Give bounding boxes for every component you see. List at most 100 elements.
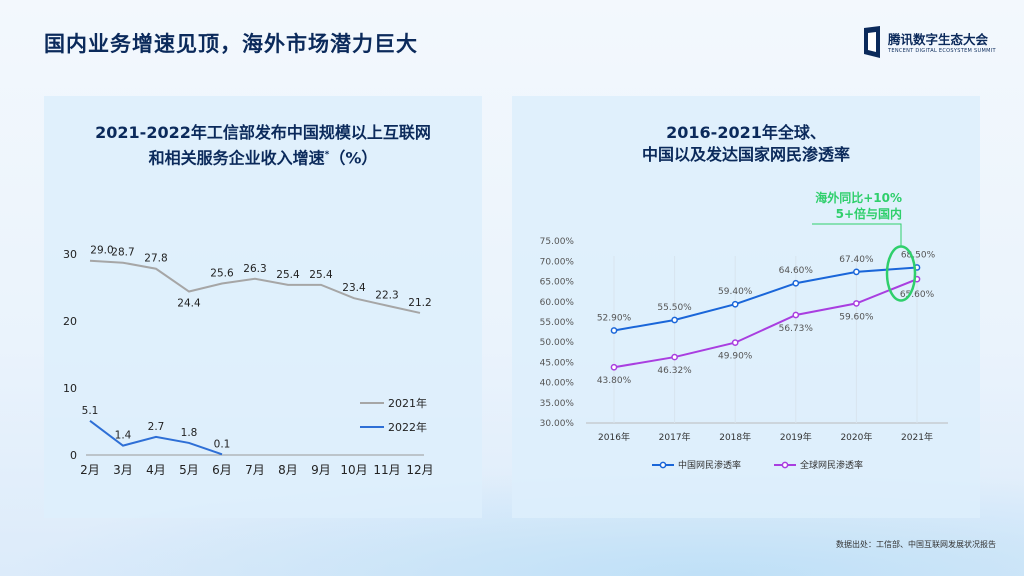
- footnote-mark: *: [324, 150, 330, 160]
- annotation-line1: 海外同比+10%: [815, 190, 902, 205]
- y-tick-label: 35.00%: [540, 399, 575, 409]
- data-label: 55.50%: [657, 303, 692, 313]
- x-tick-label: 2021年: [901, 431, 933, 443]
- revenue-chart-title-text: 和相关服务企业收入增速: [148, 148, 325, 168]
- data-label: 21.2: [408, 297, 431, 309]
- data-label: 67.40%: [839, 255, 874, 265]
- y-tick-label: 20: [63, 315, 77, 328]
- annotation-line2: 5+倍与国内: [836, 206, 902, 221]
- logo-text: 腾讯数字生态大会: [888, 32, 989, 47]
- x-tick-label: 12月: [406, 463, 433, 477]
- data-label: 29.0: [90, 245, 113, 257]
- logo-mark-icon: [864, 26, 880, 58]
- y-tick-label: 50.00%: [540, 338, 575, 348]
- data-label: 22.3: [375, 290, 398, 302]
- penetration-chart: 30.00% 35.00% 40.00% 45.00% 50.00% 55.00% 60.0…: [540, 190, 948, 471]
- x-tick-label: 3月: [113, 463, 133, 477]
- china-penetration-line: [613, 266, 918, 332]
- x-tick-label: 7月: [245, 463, 265, 477]
- x-tick-label: 2017年: [659, 431, 691, 443]
- data-label: 59.60%: [839, 312, 874, 322]
- data-label: 59.40%: [718, 287, 753, 297]
- data-label: 52.90%: [597, 313, 632, 323]
- unit-label: （%）: [329, 148, 378, 168]
- y-tick-label: 40.00%: [540, 379, 575, 389]
- x-tick-label: 9月: [311, 463, 331, 477]
- x-tick-label: 2020年: [840, 431, 872, 443]
- logo-subtitle: TENCENT DIGITAL ECOSYSTEM SUMMIT: [888, 48, 996, 54]
- data-label: 23.4: [342, 282, 366, 294]
- x-tick-label: 10月: [340, 463, 367, 477]
- revenue-growth-chart: 0 10 20 30 2月 3月 4月 5月 6月 7月 8月 9月 10月 11月 12月 29.028.7…: [63, 245, 434, 477]
- global-point: [853, 300, 860, 307]
- legend-global-marker: [781, 461, 789, 469]
- x-tick-label: 2018年: [719, 431, 751, 443]
- penetration-chart-title-line2: 中国以及发达国家网民渗透率: [641, 145, 850, 164]
- x-tick-label: 6月: [212, 463, 232, 477]
- x-tick-label: 5月: [179, 463, 199, 477]
- data-label: 1.4: [115, 430, 132, 442]
- x-tick-label: 2019年: [780, 431, 812, 443]
- penetration-panel: 2016-2021年全球、 中国以及发达国家网民渗透率 30.00% 35.00%…: [512, 96, 980, 518]
- global-point: [610, 363, 618, 371]
- data-label: 43.80%: [597, 376, 632, 386]
- data-label: 27.8: [144, 253, 167, 265]
- global-point: [792, 311, 800, 319]
- y-tick-label: 70.00%: [540, 257, 575, 267]
- data-label: 49.90%: [718, 352, 753, 362]
- data-label: 25.4: [309, 269, 333, 281]
- data-label: 5.1: [82, 405, 99, 417]
- callout-line: [812, 223, 902, 247]
- logo: 腾讯数字生态大会 TENCENT DIGITAL ECOSYSTEM SUMMI…: [860, 24, 1000, 64]
- legend-china-label: 中国网民渗透率: [678, 459, 741, 471]
- page-title: 国内业务增速见顶，海外市场潜力巨大: [44, 32, 418, 56]
- global-point: [731, 339, 739, 346]
- global-penetration-line: [613, 278, 918, 369]
- data-label: 65.60%: [900, 290, 935, 300]
- revenue-chart-title-line1: 2021-2022年工信部发布中国规模以上互联网: [95, 123, 431, 142]
- data-label: 25.6: [210, 267, 234, 279]
- y-tick-label: 65.00%: [540, 278, 575, 288]
- china-point: [792, 279, 800, 287]
- data-label: 24.4: [177, 298, 201, 310]
- x-tick-label: 2016年: [598, 431, 630, 443]
- y-tick-label: 30.00%: [540, 419, 575, 429]
- y-tick-label: 60.00%: [540, 298, 575, 308]
- y-tick-label: 55.00%: [540, 318, 575, 328]
- y-tick-label: 75.00%: [540, 237, 575, 247]
- revenue-growth-panel: 2021-2022年工信部发布中国规模以上互联网 和相关服务企业收入增速*（%）…: [44, 96, 482, 518]
- china-point: [671, 316, 678, 324]
- data-label: 0.1: [214, 438, 231, 450]
- series-2022-line: [89, 420, 223, 456]
- penetration-chart-title: 2016-2021年全球、 中国以及发达国家网民渗透率: [512, 122, 980, 166]
- data-label: 2.7: [148, 421, 165, 433]
- revenue-chart-title-line2: 和相关服务企业收入增速*（%）: [44, 144, 482, 169]
- legend-global-label: 全球网民渗透率: [800, 459, 863, 471]
- legend-2021-label: 2021年: [388, 396, 427, 410]
- data-label: 1.8: [181, 427, 198, 439]
- x-tick-label: 2月: [80, 463, 100, 477]
- penetration-chart-title-line1: 2016-2021年全球、: [666, 123, 826, 142]
- data-label: 56.73%: [779, 324, 814, 334]
- data-label: 28.7: [111, 247, 134, 259]
- data-label: 26.3: [243, 263, 266, 275]
- data-label: 68.50%: [901, 250, 936, 260]
- data-source-note: 数据出处：工信部、中国互联网发展状况报告: [836, 540, 996, 549]
- y-tick-label: 0: [70, 449, 77, 462]
- y-tick-label: 10: [63, 382, 77, 395]
- revenue-chart-title: 2021-2022年工信部发布中国规模以上互联网 和相关服务企业收入增速*（%）: [44, 122, 482, 169]
- china-point: [610, 327, 618, 334]
- series-2021-line: [89, 259, 421, 314]
- china-point: [853, 268, 860, 276]
- legend-china-marker: [659, 461, 667, 469]
- data-label: 46.32%: [657, 366, 692, 376]
- x-tick-label: 4月: [146, 463, 166, 477]
- y-tick-label: 30: [63, 248, 77, 261]
- china-point: [731, 300, 739, 308]
- x-tick-label: 8月: [278, 463, 298, 477]
- global-point: [671, 353, 678, 361]
- data-label: 25.4: [276, 269, 300, 281]
- legend-2022-label: 2022年: [388, 420, 427, 434]
- y-tick-label: 45.00%: [540, 358, 575, 368]
- data-label: 64.60%: [779, 266, 814, 276]
